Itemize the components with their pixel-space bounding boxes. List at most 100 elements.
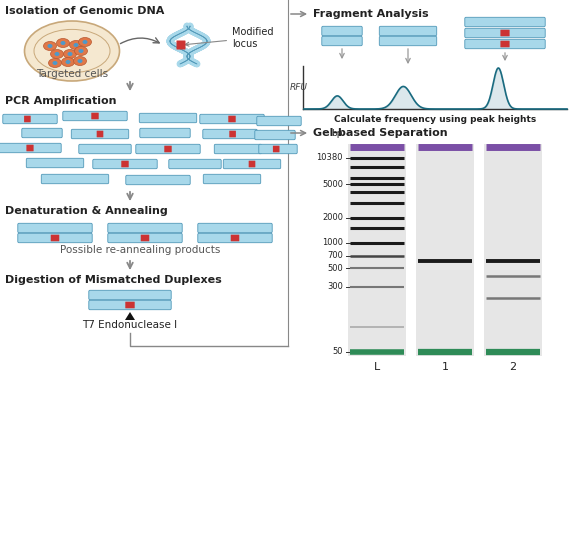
FancyBboxPatch shape	[24, 116, 30, 122]
Text: 2000: 2000	[322, 213, 343, 222]
Ellipse shape	[56, 38, 70, 48]
Polygon shape	[125, 312, 135, 320]
Text: Denaturation & Annealing: Denaturation & Annealing	[5, 206, 168, 216]
Ellipse shape	[62, 57, 75, 67]
FancyBboxPatch shape	[136, 144, 200, 154]
Ellipse shape	[82, 40, 87, 44]
FancyBboxPatch shape	[500, 41, 509, 47]
FancyBboxPatch shape	[125, 302, 135, 308]
FancyBboxPatch shape	[108, 233, 182, 243]
Text: RFU: RFU	[290, 83, 308, 92]
FancyBboxPatch shape	[89, 291, 171, 300]
FancyBboxPatch shape	[248, 161, 255, 167]
Ellipse shape	[79, 37, 91, 47]
FancyBboxPatch shape	[71, 129, 129, 138]
Text: 500: 500	[327, 263, 343, 273]
Ellipse shape	[75, 47, 87, 56]
Text: 10380: 10380	[316, 153, 343, 162]
FancyBboxPatch shape	[203, 129, 257, 138]
FancyBboxPatch shape	[169, 159, 221, 169]
FancyBboxPatch shape	[204, 174, 260, 184]
FancyBboxPatch shape	[177, 41, 186, 49]
Ellipse shape	[79, 49, 83, 53]
Bar	[348, 144, 406, 356]
Text: 5000: 5000	[322, 180, 343, 189]
FancyBboxPatch shape	[139, 113, 197, 123]
Text: Fragment Analysis: Fragment Analysis	[313, 9, 428, 19]
FancyBboxPatch shape	[465, 39, 545, 49]
FancyBboxPatch shape	[41, 174, 109, 184]
Ellipse shape	[55, 52, 59, 56]
Ellipse shape	[63, 49, 76, 58]
FancyBboxPatch shape	[93, 159, 157, 169]
Ellipse shape	[74, 56, 86, 65]
Ellipse shape	[25, 21, 120, 81]
FancyBboxPatch shape	[0, 143, 61, 153]
Text: bp: bp	[332, 129, 343, 138]
Ellipse shape	[48, 44, 52, 48]
Ellipse shape	[51, 49, 63, 58]
FancyBboxPatch shape	[255, 130, 295, 140]
Text: L: L	[374, 362, 380, 372]
FancyBboxPatch shape	[198, 223, 272, 233]
FancyBboxPatch shape	[108, 223, 182, 233]
Ellipse shape	[78, 59, 82, 63]
Text: PCR Amplification: PCR Amplification	[5, 96, 117, 106]
FancyBboxPatch shape	[26, 159, 84, 168]
FancyBboxPatch shape	[79, 144, 131, 154]
FancyBboxPatch shape	[273, 146, 279, 153]
FancyBboxPatch shape	[322, 36, 362, 45]
FancyBboxPatch shape	[18, 233, 92, 243]
FancyBboxPatch shape	[465, 28, 545, 38]
Ellipse shape	[44, 42, 56, 50]
FancyBboxPatch shape	[63, 111, 127, 121]
FancyBboxPatch shape	[228, 116, 236, 122]
FancyBboxPatch shape	[121, 161, 129, 167]
FancyBboxPatch shape	[91, 113, 99, 120]
Ellipse shape	[60, 41, 66, 45]
Ellipse shape	[52, 61, 58, 65]
FancyBboxPatch shape	[97, 131, 104, 137]
Text: Isolation of Genomic DNA: Isolation of Genomic DNA	[5, 6, 164, 16]
FancyBboxPatch shape	[141, 235, 150, 241]
Ellipse shape	[67, 52, 72, 56]
FancyBboxPatch shape	[465, 17, 545, 27]
Ellipse shape	[74, 43, 79, 47]
FancyBboxPatch shape	[26, 144, 33, 151]
Ellipse shape	[66, 60, 71, 64]
FancyBboxPatch shape	[231, 235, 239, 241]
Text: 700: 700	[327, 252, 343, 260]
Ellipse shape	[70, 41, 82, 49]
FancyBboxPatch shape	[164, 146, 172, 153]
Text: Possible re-annealing products: Possible re-annealing products	[60, 245, 220, 255]
Bar	[484, 144, 542, 356]
Ellipse shape	[48, 58, 62, 68]
FancyBboxPatch shape	[214, 144, 262, 154]
Text: T7 Endonuclease I: T7 Endonuclease I	[82, 320, 178, 330]
FancyBboxPatch shape	[126, 175, 190, 184]
FancyBboxPatch shape	[500, 30, 509, 36]
FancyBboxPatch shape	[257, 116, 301, 126]
FancyBboxPatch shape	[89, 300, 171, 309]
FancyBboxPatch shape	[18, 223, 92, 233]
Text: Calculate frequency using peak heights: Calculate frequency using peak heights	[334, 115, 536, 123]
Bar	[416, 144, 474, 356]
Text: 1000: 1000	[322, 239, 343, 247]
Text: Gel-based Separation: Gel-based Separation	[313, 128, 447, 138]
FancyBboxPatch shape	[51, 235, 59, 241]
Text: 50: 50	[332, 347, 343, 357]
FancyBboxPatch shape	[322, 27, 362, 36]
FancyBboxPatch shape	[198, 233, 272, 243]
Ellipse shape	[34, 29, 110, 72]
Text: Digestion of Mismatched Duplexes: Digestion of Mismatched Duplexes	[5, 275, 222, 285]
Text: Targeted cells: Targeted cells	[36, 69, 108, 79]
Text: 300: 300	[327, 282, 343, 291]
Text: Modified
locus: Modified locus	[185, 27, 274, 49]
Text: 2: 2	[509, 362, 516, 372]
FancyBboxPatch shape	[380, 36, 436, 45]
FancyBboxPatch shape	[3, 114, 57, 124]
FancyBboxPatch shape	[229, 131, 236, 137]
FancyBboxPatch shape	[140, 128, 190, 138]
FancyBboxPatch shape	[22, 128, 62, 138]
FancyBboxPatch shape	[200, 114, 264, 124]
